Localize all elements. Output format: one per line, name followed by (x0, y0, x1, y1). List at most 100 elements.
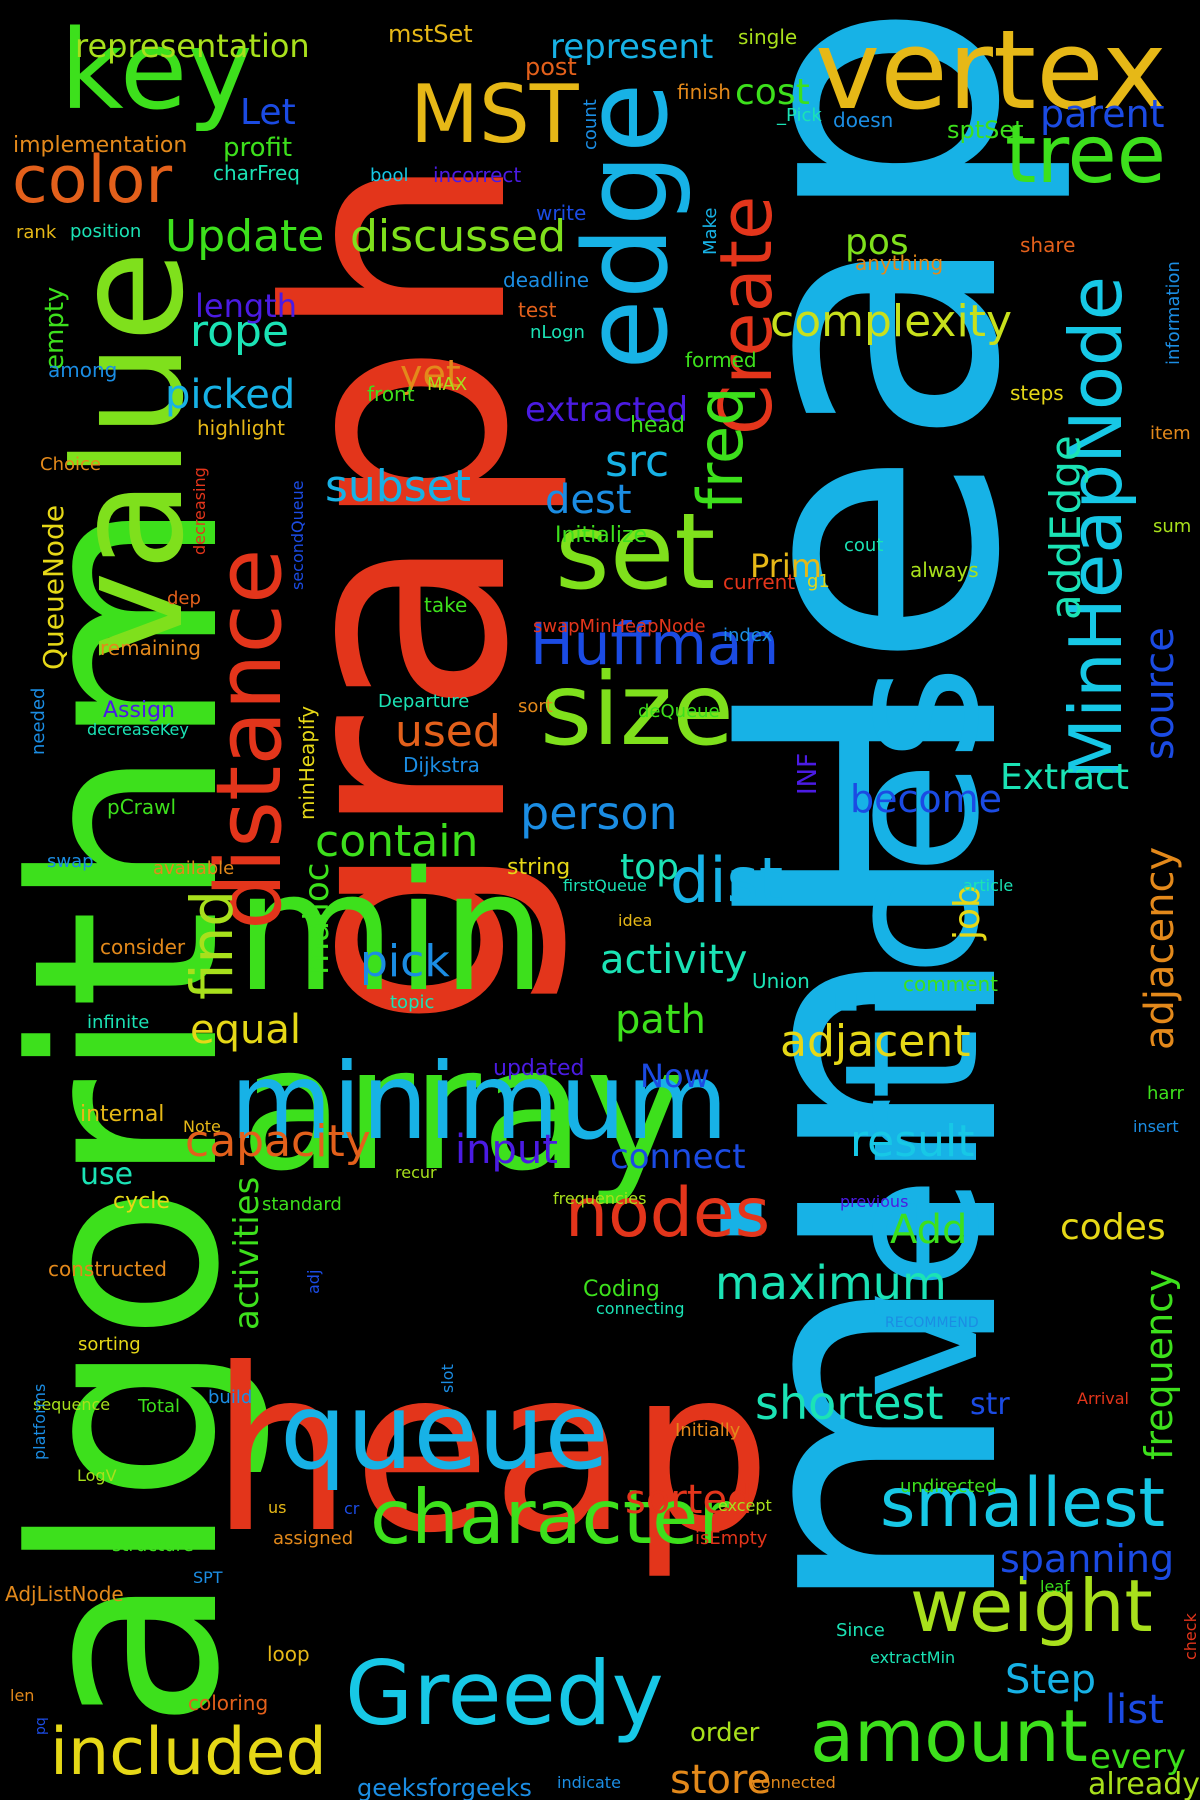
word-update: Update (165, 211, 325, 262)
word-queue: queue (280, 1371, 609, 1493)
word-single: single (738, 25, 798, 49)
word-now: Now (640, 1057, 710, 1095)
word-prim: Prim (750, 547, 822, 585)
word-huffman: Huffman (530, 610, 780, 678)
word-smallest: smallest (880, 1464, 1166, 1543)
word-pq: pq (33, 1717, 49, 1735)
word-rope: rope (190, 306, 290, 357)
word-take: take (424, 593, 468, 617)
word-item: item (1150, 423, 1191, 444)
word-build: build (208, 1387, 253, 1408)
word-loop: loop (267, 1642, 310, 1666)
word-input: input (455, 1127, 558, 1173)
word-available: available (153, 858, 235, 879)
word-heap: heap (210, 1321, 772, 1583)
word-coloring: coloring (188, 1691, 269, 1715)
word-character: character (370, 1473, 730, 1561)
word-formed: formed (685, 348, 757, 372)
word-adjacency: adjacency (1137, 846, 1183, 1050)
word-front: front (367, 382, 415, 406)
word-tree: tree (1005, 108, 1166, 201)
word-coding: Coding (583, 1277, 660, 1302)
word-src: src (605, 436, 670, 487)
word-order: order (690, 1718, 760, 1748)
word-shortest: shortest (755, 1376, 944, 1430)
word-add: Add (890, 1207, 968, 1253)
word-idea: idea (618, 911, 653, 930)
word-sptset: sptSet (947, 116, 1024, 144)
word-implementation: implementation (13, 133, 188, 158)
word-connect: connect (610, 1137, 746, 1177)
word-yet: yet (400, 352, 461, 396)
word-secondqueue: secondQueue (288, 480, 307, 590)
word-spt: SPT (193, 1568, 223, 1587)
word-consider: consider (100, 935, 186, 959)
word-key: key (60, 6, 253, 134)
word-swap: swap (47, 851, 94, 872)
word-mst: MST (410, 68, 579, 161)
word-pcrawl: pCrawl (107, 795, 177, 819)
word-sum: sum (1153, 516, 1192, 537)
word-since: Since (836, 1620, 885, 1641)
word-connecting: connecting (596, 1299, 685, 1318)
word--pick: _Pick (777, 105, 822, 126)
word-deadline: deadline (503, 268, 590, 292)
word-assigned: assigned (273, 1528, 354, 1549)
word-frequency: frequency (1137, 1269, 1181, 1460)
word-union: Union (752, 969, 810, 993)
word-representation: representation (75, 27, 310, 65)
word-adjacent: adjacent (780, 1016, 971, 1067)
word-str: str (970, 1387, 1010, 1422)
word-profit: profit (223, 133, 293, 163)
word-source: source (1137, 627, 1183, 760)
word-length: length (195, 287, 297, 325)
word-index: index (723, 625, 773, 646)
word-constructed: constructed (48, 1257, 167, 1281)
word-capacity: capacity (185, 1116, 371, 1167)
word-equal: equal (190, 1007, 301, 1053)
word-vertex: vertex (815, 6, 1167, 134)
word-undirected: undirected (900, 1476, 997, 1497)
word-malloc: malloc (297, 862, 337, 975)
word-result: result (850, 1116, 975, 1167)
word-person: person (520, 786, 678, 840)
word-set: set (555, 491, 716, 613)
word-decreasekey: decreaseKey (87, 720, 189, 739)
word-codes: codes (1060, 1207, 1166, 1248)
word-test: test (518, 298, 557, 322)
word-nodes: nodes (565, 1174, 771, 1253)
word-dep: dep (167, 588, 201, 609)
word-sorting: sorting (78, 1334, 141, 1355)
word-departure: Departure (378, 691, 470, 712)
word-extract: Extract (1000, 757, 1129, 798)
word-anything: anything (855, 251, 944, 275)
word-check: check (1181, 1613, 1200, 1660)
word-g1: g1 (807, 571, 830, 592)
word-needed: needed (28, 687, 49, 755)
word-addedge: addEdge (1041, 435, 1090, 620)
word-isempty: isEmpty (695, 1528, 768, 1549)
word-count: count (580, 99, 601, 150)
word-queuenode: QueueNode (37, 504, 70, 670)
word-maximum: maximum (715, 1256, 947, 1310)
word-pick: pick (360, 936, 450, 987)
word-activities: activities (227, 1176, 267, 1330)
word-minimum: minimum (230, 1041, 729, 1163)
word-freq: freq (684, 386, 757, 510)
word-bool: bool (370, 165, 409, 186)
word-list: list (1105, 1687, 1164, 1733)
word-adjlistnode: AdjListNode (5, 1582, 124, 1606)
word-find: find (178, 889, 246, 1000)
word-inf: INF (793, 752, 823, 795)
word-indicate: indicate (557, 1773, 621, 1792)
word-dist: dist (670, 844, 784, 917)
word-included: included (50, 1715, 327, 1790)
word-share: share (1020, 233, 1076, 257)
word-doesn: doesn (833, 108, 894, 132)
word-top: top (620, 847, 679, 888)
word-dequeue: deQueue (638, 701, 720, 722)
word-extractmin: extractMin (870, 1648, 956, 1667)
word-leaf: leaf (1040, 1577, 1070, 1596)
word-let: Let (240, 92, 296, 133)
word-geeksforgeeks: geeksforgeeks (357, 1774, 532, 1800)
